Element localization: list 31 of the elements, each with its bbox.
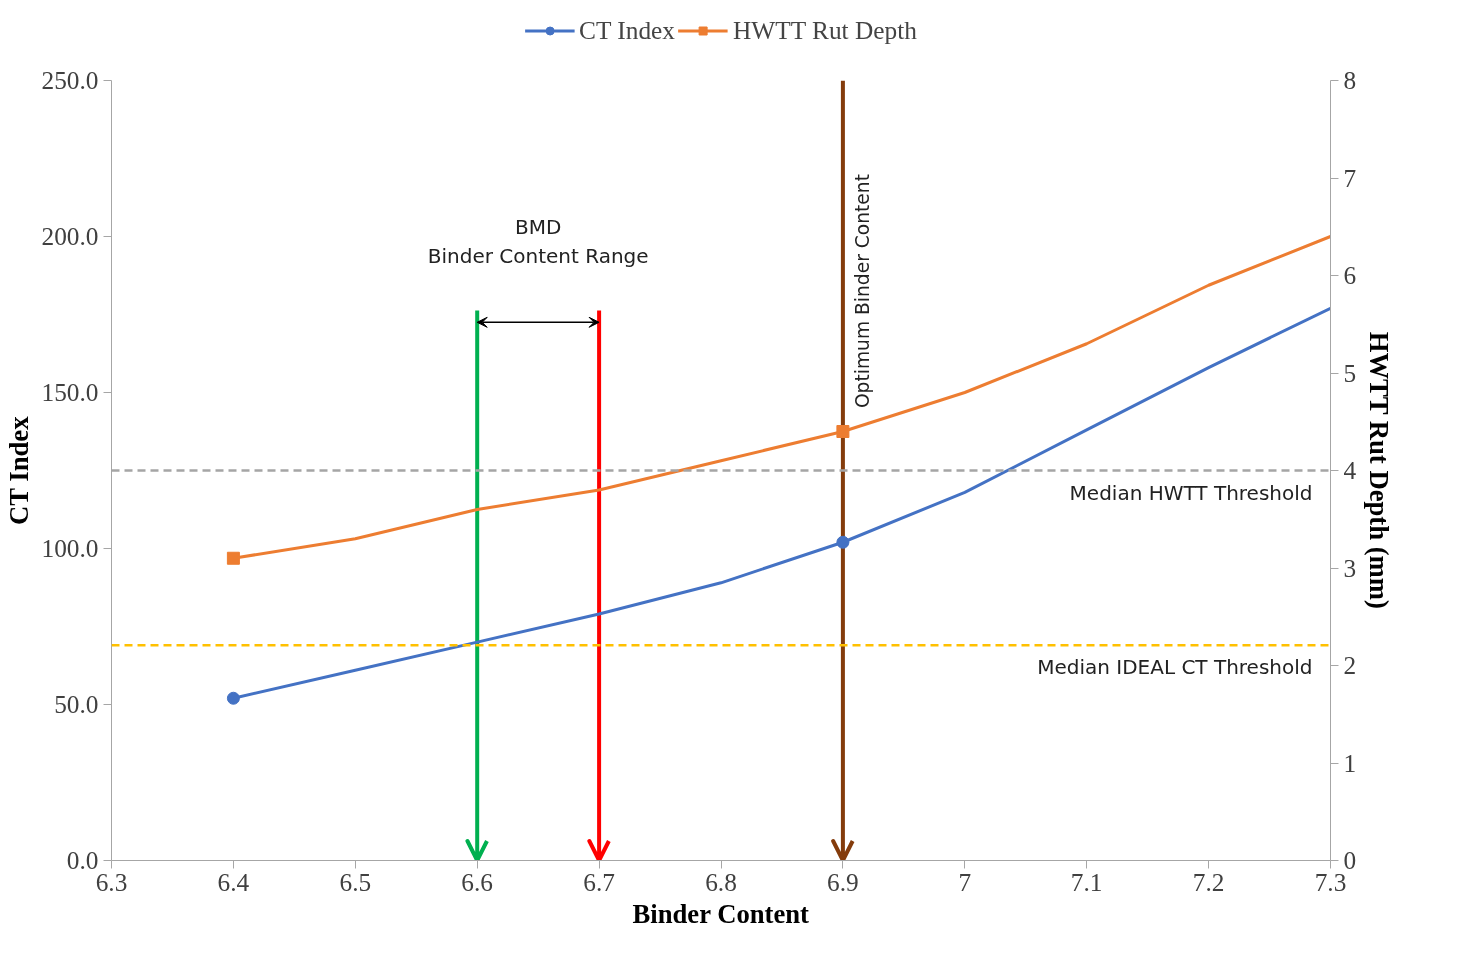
y-tick-label: 50.0	[54, 690, 99, 718]
y-tick-label: 200.0	[41, 222, 99, 250]
y2-tick-label: 2	[1343, 651, 1357, 679]
x-tick-label: 6.4	[217, 867, 250, 896]
legend-label: CT Index	[579, 15, 676, 45]
y2-tick-label: 3	[1343, 553, 1357, 582]
y2-tick-label: 1	[1343, 748, 1357, 777]
legend-label: HWTT Rut Depth	[733, 15, 917, 45]
x-tick-label: 6.6	[461, 867, 494, 896]
y2-tick-label: 6	[1343, 261, 1357, 289]
x-tick-label: 6.9	[827, 867, 859, 896]
y2-axis-title: HWTT Rut Depth (mm)	[1364, 331, 1395, 609]
y2-tick-label: 5	[1343, 358, 1357, 387]
y2-tick-label: 4	[1343, 456, 1357, 484]
x-tick-label: 6.8	[705, 867, 737, 896]
y2-tick-label: 8	[1343, 66, 1357, 94]
ref-line-label: Median HWTT Threshold	[1069, 480, 1313, 505]
y-tick-label: 100.0	[41, 534, 99, 562]
y2-tick-label: 7	[1343, 163, 1357, 192]
x-tick-label: 7.1	[1070, 867, 1103, 896]
y-axis-title: CT Index	[3, 415, 34, 525]
annotation: BMD Binder Content Range	[427, 214, 649, 268]
x-tick-label: 6.5	[339, 867, 372, 896]
x-tick-label: 7.2	[1192, 867, 1225, 896]
y-tick-label: 250.0	[41, 66, 99, 94]
x-axis-title: Binder Content	[632, 898, 810, 929]
y-tick-label: 150.0	[41, 378, 99, 406]
ref-line-label: Optimum Binder Content	[851, 174, 873, 409]
ref-line-label: Median IDEAL CT Threshold	[1037, 655, 1313, 680]
x-tick-label: 7	[958, 867, 972, 896]
x-tick-label: 6.7	[583, 867, 615, 896]
